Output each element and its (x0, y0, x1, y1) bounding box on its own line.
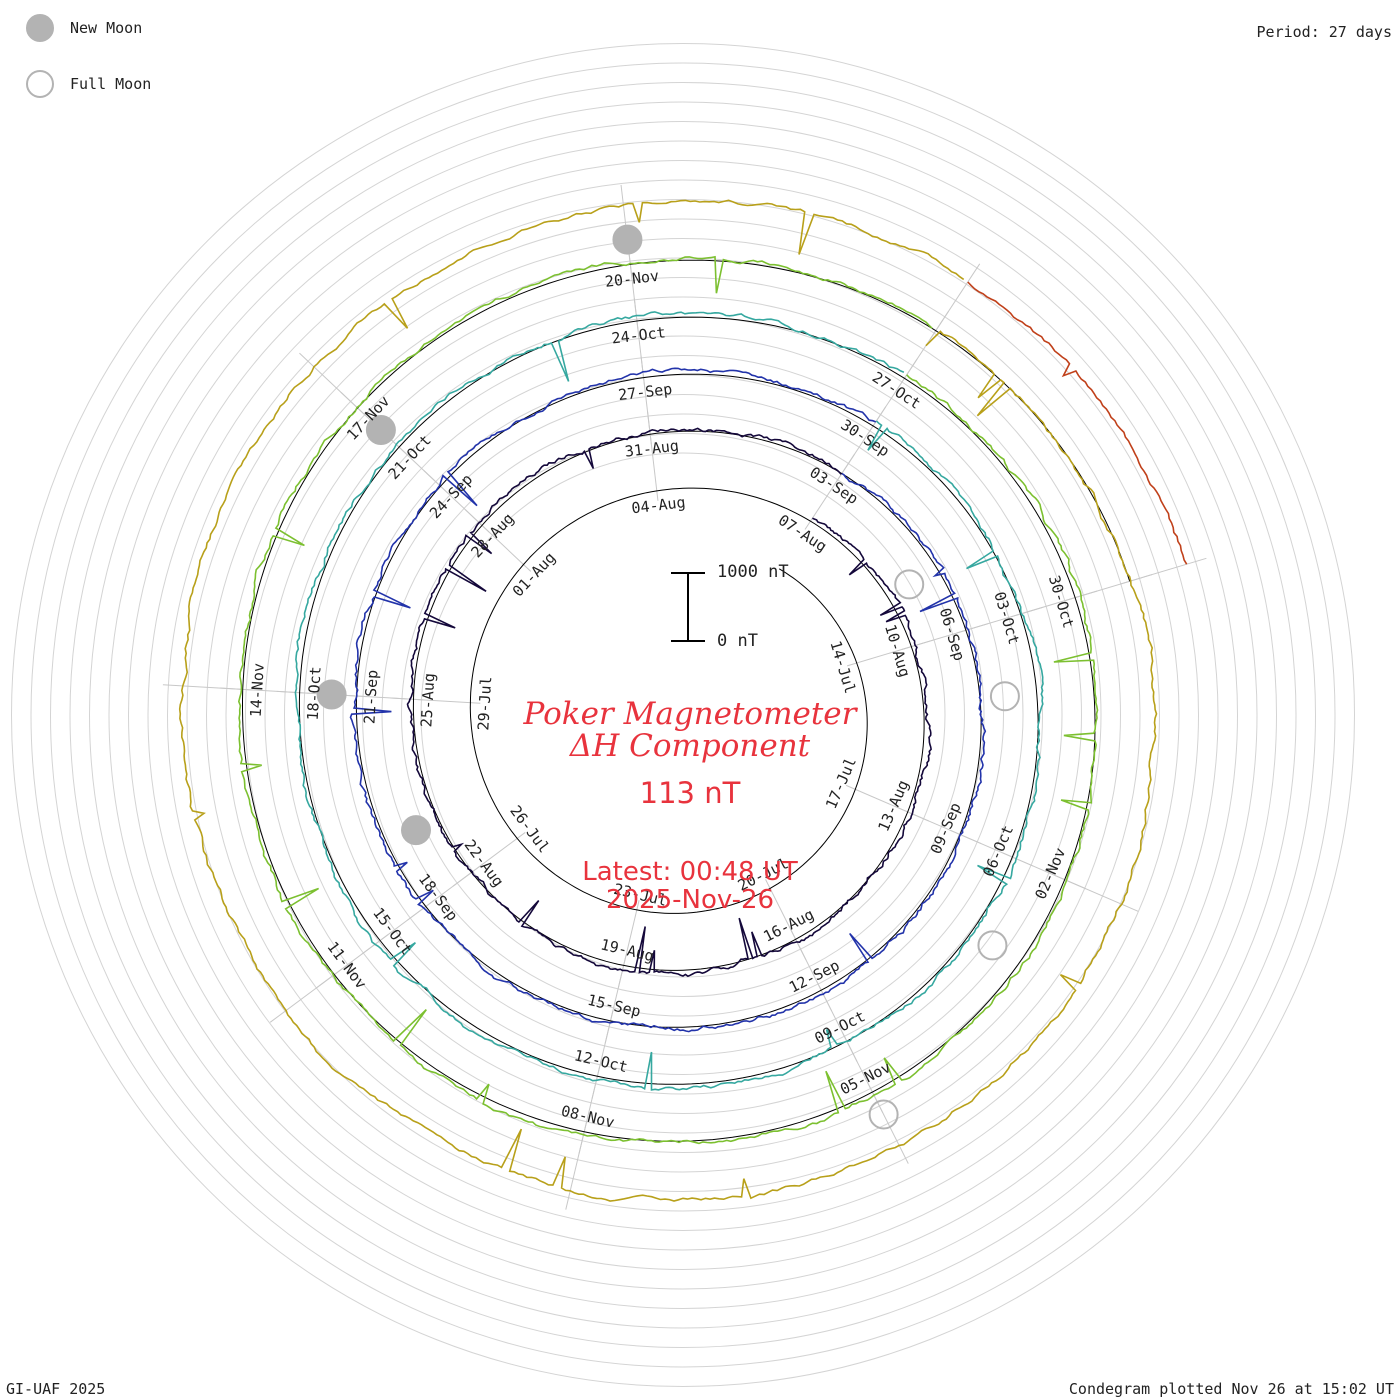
day-spokes (162, 184, 1207, 1210)
moon-phase-markers (316, 224, 1020, 1130)
full-moon-marker (989, 681, 1020, 712)
date-label: 28-Aug (467, 509, 517, 561)
baseline-path (242, 259, 1131, 1142)
date-label: 03-Oct (990, 590, 1023, 647)
reference-ring (323, 355, 1043, 1075)
legend-full-moon: Full Moon (26, 68, 151, 100)
date-label: 15-Sep (586, 991, 643, 1021)
date-label: 24-Oct (611, 323, 667, 347)
date-label: 30-Sep (838, 416, 893, 461)
chart-title: Poker Magnetometer (523, 696, 857, 732)
date-label: 02-Nov (1031, 845, 1069, 902)
full-moon-marker (868, 1099, 899, 1130)
date-label: 01-Aug (509, 549, 559, 601)
reference-rings (11, 43, 1355, 1387)
new-moon-marker (365, 414, 396, 445)
period-label: Period: 27 days (1256, 23, 1392, 41)
baseline-spiral (242, 259, 1131, 1142)
date-label: 31-Aug (624, 437, 680, 461)
date-label: 12-Oct (572, 1046, 629, 1076)
date-label: 14-Nov (247, 663, 268, 718)
date-label: 11-Nov (323, 938, 370, 992)
new-moon-icon (26, 14, 54, 42)
footer-credit: GI-UAF 2025 (6, 1380, 106, 1398)
day-spoke (1120, 557, 1207, 585)
reference-ring (128, 160, 1238, 1270)
footer-plot-time: Condegram plotted Nov 26 at 15:02 UT (1068, 1380, 1394, 1398)
full-moon-marker (977, 930, 1008, 961)
date-label: 07-Aug (775, 511, 830, 556)
date-label: 27-Oct (869, 368, 924, 413)
date-label: 29-Jul (474, 676, 495, 731)
date-label: 26-Jul (506, 802, 553, 856)
reference-ring (284, 316, 1082, 1114)
trace-revolution-6 (967, 281, 1188, 565)
date-label: 04-Aug (631, 493, 687, 517)
date-label: 21-Sep (360, 669, 381, 724)
date-label: 05-Nov (837, 1058, 893, 1098)
legend-full-moon-label: Full Moon (70, 75, 152, 93)
date-label: 18-Oct (304, 666, 325, 721)
reference-ring (108, 140, 1258, 1290)
date-label: 15-Oct (369, 904, 416, 958)
reference-ring (69, 101, 1297, 1329)
reference-ring (167, 199, 1199, 1231)
reference-ring (89, 121, 1277, 1309)
date-label: 09-Oct (812, 1007, 868, 1047)
day-spoke (269, 968, 343, 1023)
trace-revolution-5 (178, 199, 1158, 1202)
reference-ring (186, 218, 1180, 1212)
trace-revolution-2 (349, 367, 987, 1033)
scale-bar (671, 572, 705, 642)
reference-ring (30, 62, 1336, 1368)
reference-ring (342, 374, 1024, 1056)
reference-ring (11, 43, 1355, 1387)
legend-new-moon-label: New Moon (70, 19, 143, 37)
legend-new-moon: New Moon (26, 12, 142, 44)
date-label: 12-Sep (786, 956, 842, 996)
latest-time: Latest: 00:48 UT (582, 857, 798, 887)
reference-ring (206, 238, 1160, 1192)
scale-top-label: 1000 nT (717, 562, 789, 582)
day-spoke (299, 352, 366, 416)
trace-revolution-1 (406, 427, 932, 978)
date-label: 20-Nov (604, 267, 660, 291)
latest-date: 2025-Nov-26 (605, 885, 775, 915)
day-spoke (867, 1082, 909, 1164)
reference-ring (147, 179, 1219, 1251)
new-moon-marker (316, 679, 347, 710)
day-spoke (929, 263, 981, 340)
date-label: 27-Sep (617, 380, 673, 404)
date-label: 19-Aug (599, 935, 656, 965)
latest-value: 113 nT (639, 776, 741, 810)
date-label: 30-Oct (1045, 573, 1078, 630)
reference-ring (362, 394, 1004, 1036)
reference-ring (303, 335, 1063, 1095)
trace-revolution-3 (294, 311, 1044, 1091)
full-moon-icon (26, 70, 54, 98)
reference-ring (264, 296, 1102, 1134)
reference-ring (50, 82, 1316, 1348)
full-moon-marker (894, 569, 925, 600)
day-spoke (162, 684, 253, 691)
day-spoke (1055, 875, 1139, 912)
reference-ring (245, 277, 1121, 1153)
date-label: 10-Aug (881, 622, 914, 679)
new-moon-marker (612, 224, 643, 255)
date-label: 25-Aug (417, 673, 438, 728)
chart-subtitle: ΔH Component (569, 728, 811, 764)
scale-bottom-label: 0 nT (717, 631, 758, 651)
magnetometer-traces (178, 199, 1188, 1202)
day-spoke (565, 1121, 588, 1210)
reference-ring (381, 413, 985, 1017)
trace-revolution-4 (237, 255, 1099, 1145)
date-label: 14-Jul (826, 639, 859, 696)
reference-ring (401, 433, 965, 997)
new-moon-marker (401, 815, 432, 846)
reference-ring (420, 452, 946, 978)
date-label: 06-Sep (936, 606, 969, 663)
